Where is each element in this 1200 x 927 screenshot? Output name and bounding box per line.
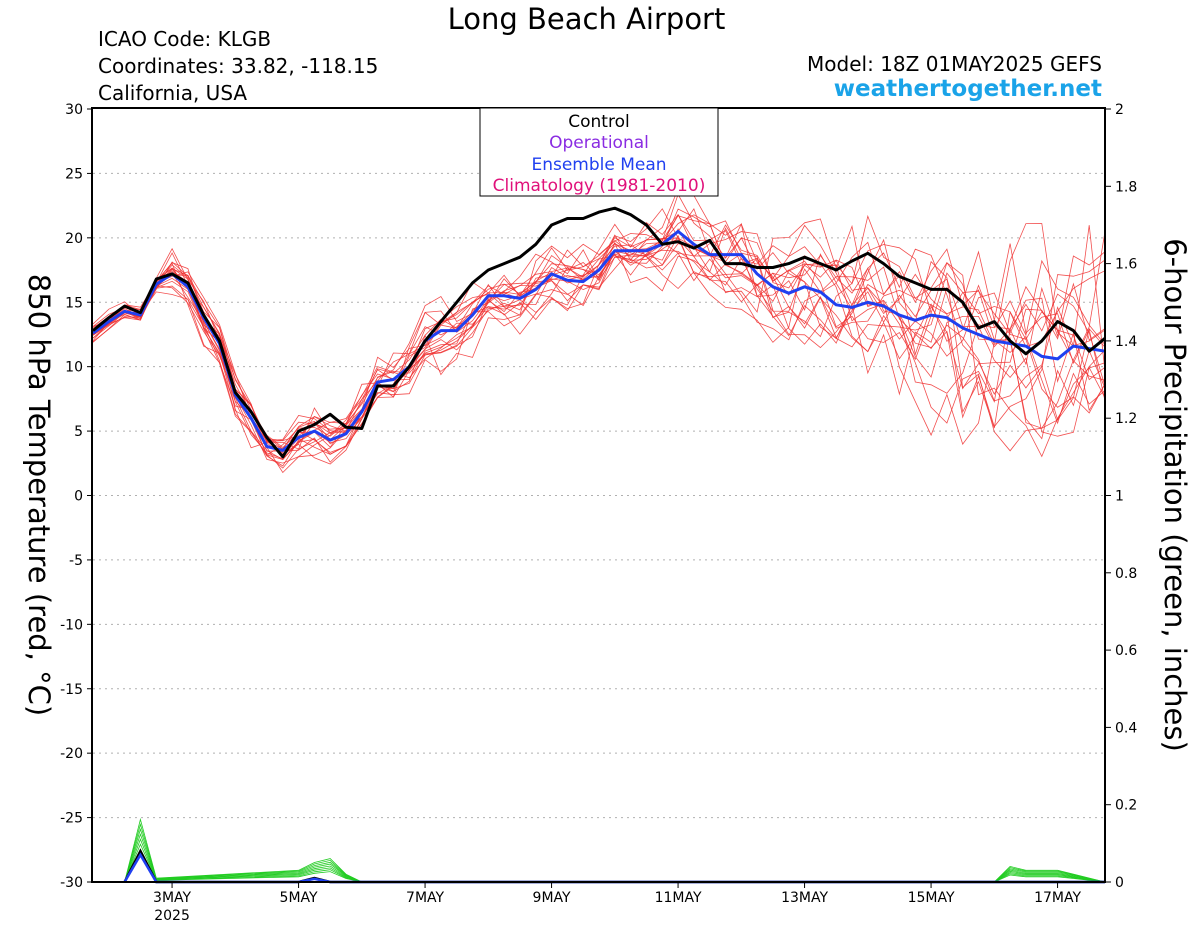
member-line	[92, 208, 1106, 469]
left-tick-label: -15	[60, 682, 83, 698]
x-tick-label: 15MAY	[908, 890, 955, 906]
left-tick-label: 15	[65, 295, 83, 311]
icao-code: ICAO Code: KLGB	[98, 27, 272, 51]
precip-mean-line	[123, 852, 1105, 884]
left-tick-label: -20	[60, 746, 83, 762]
right-tick-label: 1.6	[1115, 257, 1137, 273]
left-tick-label: 25	[65, 166, 83, 182]
region: California, USA	[98, 81, 248, 105]
legend-box: Control Operational Ensemble Mean Climat…	[479, 107, 719, 197]
site-link[interactable]: weathertogether.net	[833, 76, 1102, 102]
right-tick-label: 0	[1115, 875, 1124, 891]
x-tick-label: 9MAY	[533, 890, 571, 906]
control-line	[92, 206, 1106, 459]
member-line	[92, 188, 1106, 465]
legend-ensemble-mean: Ensemble Mean	[531, 155, 666, 175]
x-tick-label: 11MAY	[655, 890, 702, 906]
x-tick-label: 7MAY	[406, 890, 444, 906]
right-axis-ticks: 2 1.8 1.6 1.4 1.2 1 0.8 0.6 0.4 0.2 0	[1105, 102, 1137, 891]
main-series	[92, 206, 1106, 459]
precipitation-series	[123, 817, 1106, 884]
right-tick-label: 0.2	[1115, 798, 1137, 814]
ensemble-mean-line	[92, 229, 1106, 452]
left-axis-ticks: 30 25 20 15 10 5 0 -5 -10 -15 -20 -25 -30	[60, 102, 93, 891]
member-line	[92, 208, 1106, 457]
x-tick-label: 5MAY	[280, 890, 318, 906]
right-tick-label: 2	[1115, 102, 1124, 118]
legend-control: Control	[568, 112, 629, 132]
gridlines	[93, 172, 1105, 819]
x-axis-ticks: 3MAY 2025 5MAY 7MAY 9MAY 11MAY 13MAY 15MAY 17MAY	[153, 882, 1081, 924]
left-tick-label: -10	[60, 617, 83, 633]
left-axis-label: 850 hPa Temperature (red, °C)	[22, 274, 56, 716]
x-tick-label: 3MAY	[153, 890, 191, 906]
left-tick-label: 5	[74, 424, 83, 440]
left-tick-label: 10	[65, 360, 83, 376]
right-tick-label: 0.6	[1115, 643, 1137, 659]
model-run: Model: 18Z 01MAY2025 GEFS	[807, 52, 1102, 76]
right-tick-label: 1.8	[1115, 179, 1137, 195]
x-tick-label: 17MAY	[1034, 890, 1081, 906]
precip-member-line	[124, 817, 1106, 883]
left-tick-label: 30	[65, 102, 83, 118]
right-tick-label: 1.2	[1115, 411, 1137, 427]
left-tick-label: 20	[65, 231, 83, 247]
x-tick-sublabel: 2025	[154, 908, 190, 924]
member-line	[92, 214, 1106, 456]
right-tick-label: 0.4	[1115, 720, 1137, 736]
right-axis-label: 6-hour Precipitation (green, inches)	[1158, 238, 1192, 752]
legend-climatology: Climatology (1981-2010)	[493, 176, 706, 196]
left-tick-label: 0	[74, 489, 83, 505]
left-tick-label: -5	[69, 553, 83, 569]
right-tick-label: 0.8	[1115, 566, 1137, 582]
coordinates: Coordinates: 33.82, -118.15	[98, 54, 379, 78]
right-tick-label: 1.4	[1115, 334, 1137, 350]
x-tick-label: 13MAY	[781, 890, 828, 906]
ensemble-members	[92, 188, 1106, 474]
member-line	[92, 233, 1106, 460]
left-tick-label: -25	[60, 811, 83, 827]
chart-title: Long Beach Airport	[447, 2, 726, 36]
left-tick-label: -30	[60, 875, 83, 891]
member-line	[92, 218, 1106, 450]
precip-member-line	[124, 853, 1106, 883]
right-tick-label: 1	[1115, 489, 1124, 505]
legend-operational: Operational	[549, 133, 649, 153]
